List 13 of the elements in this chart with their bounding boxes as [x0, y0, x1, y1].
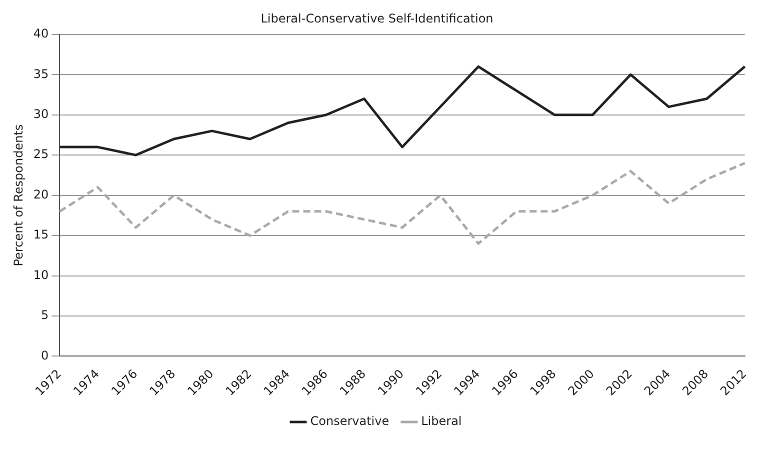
y-tick-label: 20: [33, 187, 49, 202]
y-tick-label: 35: [33, 66, 49, 81]
y-tick-label: 10: [33, 268, 49, 282]
y-tick-label: 25: [33, 147, 49, 162]
y-tick-label: 30: [33, 106, 49, 121]
y-tick-label: 40: [33, 26, 49, 41]
y-tick-label: 0: [41, 348, 49, 362]
y-tick-label: 15: [33, 228, 49, 242]
y-axis-title: Percent of Respondents: [11, 124, 26, 266]
chart-title: Liberal-Conservative Self-Identification: [260, 11, 494, 26]
legend-label: Liberal: [421, 414, 462, 428]
y-tick-label: 5: [41, 308, 49, 322]
legend-label: Conservative: [310, 414, 390, 428]
